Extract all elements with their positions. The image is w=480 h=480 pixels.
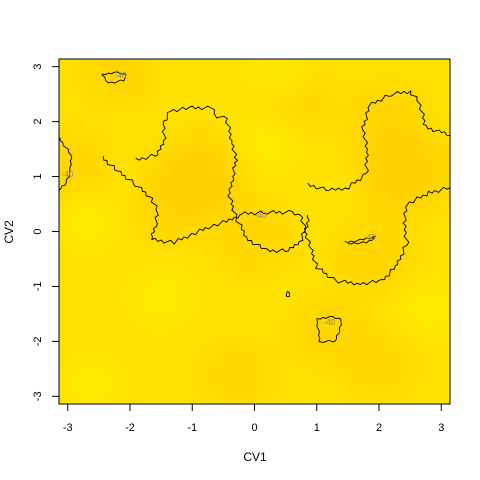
contour-label-3: -40 — [323, 318, 335, 327]
heatmap-hotspot-11 — [340, 329, 418, 397]
y-axis: -3 -2 -1 0 1 2 3 — [32, 64, 60, 401]
x-tick-label-4: 1 — [314, 422, 320, 434]
contour-line-bottom-small — [316, 315, 342, 343]
contour-label-0: -40 — [255, 211, 267, 220]
contour-line-right — [307, 90, 450, 191]
x-tick-label-2: -1 — [187, 422, 197, 434]
contour-line-left-edge — [59, 137, 73, 191]
heatmap-hotspots — [59, 59, 450, 404]
contour-label-4: -40 — [364, 233, 376, 242]
heatmap-hotspot-7 — [78, 59, 157, 107]
heatmap-lowspot-0 — [131, 271, 192, 324]
x-axis-label: CV1 — [243, 450, 267, 464]
contour-label-2: -40 — [62, 170, 74, 179]
heatmap-lowspot-5 — [59, 194, 117, 247]
contour-line-upper-left — [135, 105, 310, 253]
heatmap-lowspot-4 — [236, 117, 297, 170]
y-tick-label-6: 3 — [32, 64, 44, 70]
heatmap-hotspot-2 — [342, 84, 428, 159]
x-axis: -3 -2 -1 0 1 2 3 — [63, 403, 444, 434]
contour-lines — [59, 71, 450, 343]
x-tick-label-6: 3 — [438, 422, 444, 434]
y-axis-label: CV2 — [2, 220, 16, 244]
contour-label-1: -40 — [115, 71, 127, 80]
heatmap-lowspot-1 — [249, 59, 310, 99]
contour-line-main — [102, 155, 450, 286]
y-tick-label-3: 0 — [32, 228, 44, 234]
contour-labels: -40 -40 -40 -40 -40 — [62, 71, 376, 327]
y-tick-label-1: -2 — [32, 337, 44, 347]
heatmap-hotspot-6 — [59, 129, 109, 202]
x-tick-label-5: 2 — [376, 422, 382, 434]
contour-line-center-dot — [285, 290, 290, 298]
heatmap-surface — [59, 59, 450, 404]
heatmap-hotspot-4 — [331, 222, 415, 296]
heatmap-lowspot-2 — [62, 359, 123, 404]
y-tick-label-2: -1 — [32, 282, 44, 292]
heatmap-hotspot-5 — [133, 174, 214, 245]
heatmap-hotspot-3 — [214, 201, 295, 273]
y-tick-label-5: 2 — [32, 119, 44, 125]
y-tick-label-0: -3 — [32, 391, 44, 401]
heatmap-hotspot-10 — [197, 340, 275, 404]
y-tick-label-4: 1 — [32, 174, 44, 180]
x-tick-label-3: 0 — [251, 422, 257, 434]
x-tick-label-0: -3 — [63, 422, 73, 434]
contour-line-inner-right — [344, 235, 376, 245]
contour-line-top-small — [101, 71, 127, 84]
x-tick-label-1: -2 — [125, 422, 135, 434]
heatmap-lowspot-3 — [398, 282, 450, 335]
